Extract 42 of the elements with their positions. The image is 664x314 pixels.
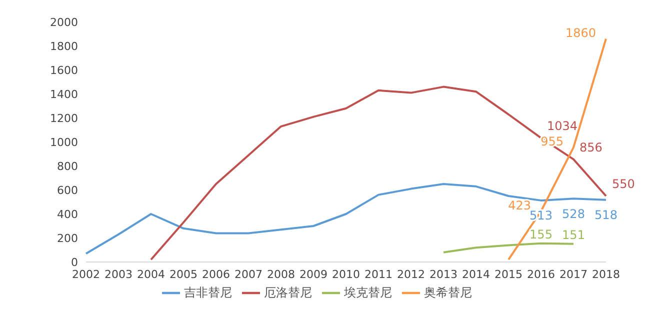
- line-series: [442, 242, 574, 254]
- legend-label: 埃克替尼: [344, 285, 392, 300]
- y-tick-label: 600: [57, 184, 78, 197]
- x-tick-label: 2018: [592, 268, 620, 281]
- x-tick-label: 2010: [332, 268, 360, 281]
- x-tick-label: 2016: [527, 268, 555, 281]
- data-label: 1034: [547, 119, 578, 134]
- data-label: 1860: [565, 26, 596, 40]
- x-tick-label: 2009: [300, 268, 328, 281]
- y-tick-label: 200: [57, 232, 78, 245]
- y-tick-label: 1800: [50, 40, 78, 53]
- data-label: 550: [612, 177, 635, 192]
- x-tick-label: 2007: [234, 268, 262, 281]
- data-label: 155: [530, 228, 552, 242]
- x-tick-label: 2005: [170, 268, 198, 281]
- x-tick-label: 2006: [202, 268, 230, 281]
- data-label: 151: [562, 228, 585, 242]
- y-tick-label: 1600: [50, 64, 78, 77]
- data-label: 528: [562, 206, 585, 221]
- y-tick-label: 2000: [50, 16, 78, 29]
- data-label: 423: [508, 198, 531, 212]
- y-tick-label: 400: [57, 208, 78, 221]
- data-label: 518: [594, 208, 618, 222]
- legend-label: 吉非替尼: [184, 285, 232, 300]
- x-tick-label: 2011: [364, 268, 392, 281]
- x-tick-label: 2015: [494, 268, 522, 281]
- x-tick-label: 2003: [104, 268, 132, 281]
- y-tick-label: 1400: [50, 88, 78, 101]
- data-label: 856: [580, 140, 602, 154]
- x-tick-label: 2004: [137, 268, 165, 281]
- x-tick-label: 2002: [72, 268, 100, 281]
- y-tick-label: 0: [71, 256, 78, 269]
- x-tick-label: 2013: [430, 268, 458, 281]
- legend-label: 奥希替尼: [424, 285, 472, 300]
- x-tick-label: 2014: [462, 268, 490, 281]
- y-tick-label: 1200: [50, 112, 78, 125]
- y-tick-label: 1000: [50, 136, 78, 149]
- y-tick-label: 800: [57, 160, 78, 173]
- legend-label: 厄洛替尼: [264, 285, 312, 300]
- x-tick-label: 2012: [397, 268, 425, 281]
- x-tick-label: 2017: [560, 268, 588, 281]
- x-tick-label: 2008: [267, 268, 295, 281]
